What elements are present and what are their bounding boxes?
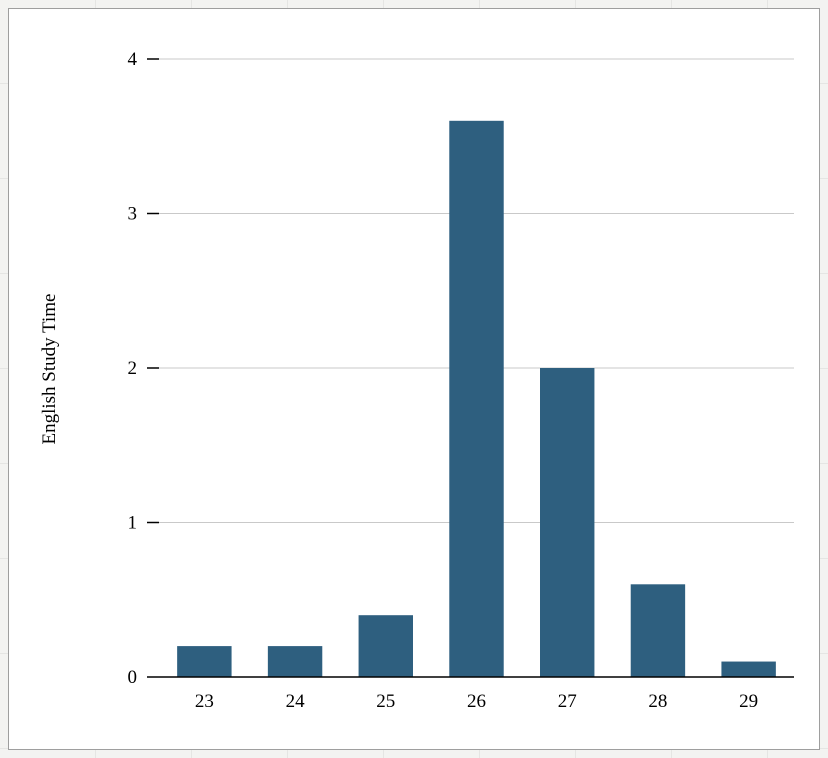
x-tick-label: 26	[467, 691, 486, 712]
x-tick-label: 27	[558, 691, 577, 712]
bar	[358, 615, 413, 677]
y-tick-label: 0	[128, 667, 138, 688]
y-tick-label: 2	[128, 358, 138, 379]
x-tick-label: 25	[376, 691, 395, 712]
y-tick-label: 4	[128, 49, 138, 70]
y-tick-label: 1	[128, 513, 138, 534]
bar	[449, 120, 504, 678]
bar	[177, 646, 232, 677]
x-tick-label: 28	[648, 691, 667, 712]
x-tick-label: 29	[739, 691, 758, 712]
bar	[540, 368, 595, 677]
bar	[630, 584, 686, 677]
chart-frame[interactable]: English Study Time 0 1 2 3 4 23 24 25 26 27 28 29	[8, 8, 820, 750]
bar	[721, 661, 776, 677]
y-axis-label: English Study Time	[39, 294, 60, 445]
bar	[267, 646, 323, 677]
y-tick-label: 3	[128, 204, 138, 225]
x-tick-label: 24	[286, 691, 306, 712]
x-tick-label: 23	[195, 691, 214, 712]
